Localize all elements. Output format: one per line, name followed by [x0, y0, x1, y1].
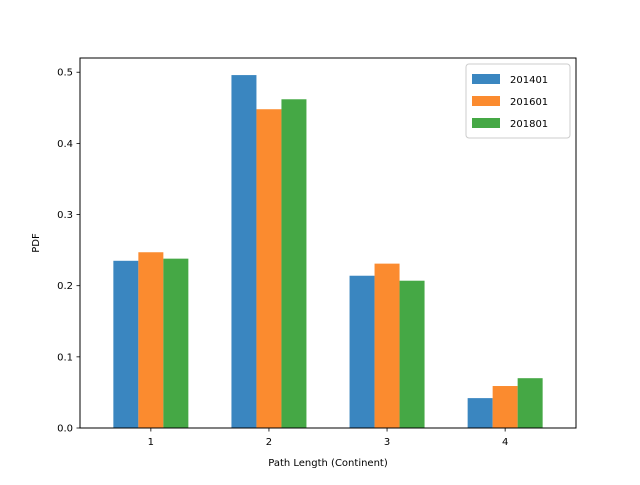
bar-201401-3 — [349, 275, 375, 428]
bar-201401-2 — [231, 75, 257, 428]
legend: 201401 201601 201801 — [465, 63, 571, 139]
x-tick-label: 4 — [502, 437, 508, 448]
bar-201801-4 — [517, 378, 543, 428]
y-tick-label: 0.4 — [57, 139, 73, 150]
x-axis-title: Path Length (Continent) — [268, 458, 388, 469]
legend-label-201801: 201801 — [510, 119, 548, 130]
legend-swatch-201401 — [472, 74, 500, 84]
bar-201801-2 — [281, 99, 307, 429]
legend-label-201401: 201401 — [510, 75, 548, 86]
legend-label-201601: 201601 — [510, 97, 548, 108]
legend-swatch-201801 — [472, 118, 500, 128]
x-tick-label: 3 — [384, 437, 390, 448]
legend-swatch-201601 — [472, 96, 500, 106]
bar-201801-3 — [399, 280, 425, 428]
y-tick-label: 0.2 — [57, 281, 73, 292]
axes-frame — [79, 57, 577, 429]
bar-201401-1 — [113, 260, 139, 428]
y-tick-label: 0.1 — [57, 352, 73, 363]
bar-201601-2 — [256, 109, 282, 428]
bar-201801-1 — [163, 258, 189, 428]
bar-201601-1 — [138, 252, 164, 428]
plot-area: 1 2 3 4 0.0 0.1 0.2 0.3 0.4 0.5 — [57, 57, 577, 448]
y-axis-title: PDF — [31, 233, 42, 253]
x-tick-label: 1 — [148, 437, 154, 448]
bar-201401-4 — [467, 398, 493, 428]
bar-201601-3 — [374, 263, 400, 428]
y-tick-label: 0.5 — [57, 68, 73, 79]
y-tick-label: 0.0 — [57, 424, 73, 435]
x-axis-ticks: 1 2 3 4 — [148, 428, 508, 448]
bars-group — [113, 75, 543, 429]
y-tick-label: 0.3 — [57, 210, 73, 221]
bar-201601-4 — [492, 386, 518, 428]
x-tick-label: 2 — [266, 437, 272, 448]
y-axis-ticks: 0.0 0.1 0.2 0.3 0.4 0.5 — [57, 68, 80, 435]
